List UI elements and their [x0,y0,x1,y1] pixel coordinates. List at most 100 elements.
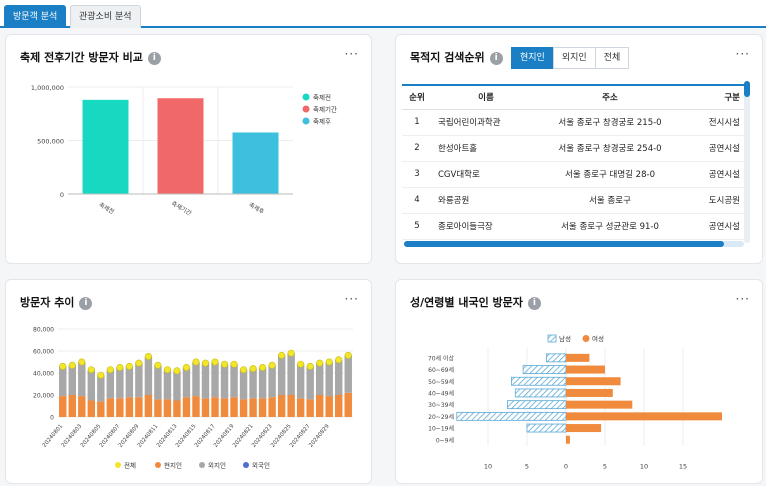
total-point [230,360,238,368]
more-options-icon[interactable]: ··· [735,292,750,306]
horizontal-scrollbar[interactable] [404,241,744,247]
bar-local [154,399,162,417]
col-header-rank[interactable]: 순위 [402,84,432,110]
y-tick-label: 50~59세 [428,378,454,386]
bar-local [173,400,181,417]
bar-nonlocal [201,363,210,399]
y-tick-label: 30~39세 [428,401,454,409]
bar-local [268,397,276,417]
table-row[interactable]: 5 종로아이들극장 서울 종로구 성균관로 91-0 공연시설 [402,213,746,240]
bar-nonlocal [144,356,153,395]
legend-swatch [243,462,249,468]
more-options-icon[interactable]: ··· [344,292,359,306]
rank-cell: 4 [402,187,432,214]
bar-local [258,398,267,417]
info-icon[interactable]: i [489,51,503,65]
legend-label: 축제기간 [313,105,337,114]
ranking-table: 순위 이름 주소 구분 1 국립어린이과학관 서울 종로구 창경궁로 215-0… [402,84,746,240]
col-header-address[interactable]: 주소 [540,84,680,110]
col-header-type[interactable]: 구분 [680,84,746,110]
bar-local [59,396,67,417]
total-point [154,361,162,369]
bar-nonlocal [325,362,333,397]
y-tick-label: 60~69세 [428,366,454,374]
x-tick-label: 5 [525,463,529,471]
type-cell: 공연시설 [680,213,746,240]
total-point [221,360,229,368]
bar-local [315,395,324,417]
bar-nonlocal [97,375,105,402]
col-header-name[interactable]: 이름 [432,84,540,110]
name-cell: 국립어린이과학관 [432,109,540,136]
info-icon[interactable]: i [147,51,161,65]
x-tick-label: 15 [679,463,687,471]
bar-local [192,396,200,417]
bar-nonlocal [173,370,181,401]
legend-label: 현지인 [164,461,182,470]
table-row[interactable]: 2 한성아트홀 서울 종로구 창경궁로 254-0 공연시설 [402,135,746,162]
bar-local [249,398,257,417]
bar-local [87,400,96,417]
address-cell: 서울 종로구 성균관로 91-0 [540,213,680,240]
bar-female [566,377,621,386]
vertical-scrollbar-thumb[interactable] [744,81,750,97]
bar-nonlocal [87,369,96,401]
card-title-row: 성/연령별 내국인 방문자 i [410,294,541,310]
bar-nonlocal [154,365,162,400]
total-point [97,371,105,379]
bar-local [135,397,143,417]
toggle-nonlocal[interactable]: 외지인 [552,47,596,69]
more-options-icon[interactable]: ··· [344,47,359,61]
more-options-icon[interactable]: ··· [735,47,750,61]
bar-female [566,388,613,397]
bar-nonlocal [106,369,115,399]
total-point [335,356,343,364]
toggle-all[interactable]: 전체 [594,47,630,69]
table-row[interactable]: 1 국립어린이과학관 서울 종로구 창경궁로 215-0 전시시설 [402,109,746,136]
y-tick-label: 1,000,000 [31,84,64,92]
legend-label: 외지인 [208,461,226,470]
rank-cell: 5 [402,213,432,240]
gender-age-chart: 10 5 0 5 10 15 70세 이상 60~69세 50~59세 40~49세 30~39세 2… [428,334,722,471]
bar-nonlocal [192,362,200,397]
rank-cell: 1 [402,109,432,136]
x-tick-label: 20240829 [308,423,331,449]
toggle-local[interactable]: 현지인 [511,47,554,69]
bar-nonlocal [306,366,314,400]
tab-visitor-analysis[interactable]: 방문객 분석 [4,5,67,28]
total-point [306,362,314,370]
tab-tourism-spending-analysis[interactable]: 관광소비 분석 [70,5,141,28]
vertical-scrollbar[interactable] [744,81,750,243]
x-tick-label: 5 [603,463,607,471]
bar-local [163,399,172,417]
legend-swatch [302,117,310,125]
address-cell: 서울 종로구 대명길 28-0 [540,161,680,188]
table-row[interactable]: 4 와룡공원 서울 종로구 도시공원 [402,187,746,214]
info-icon[interactable]: i [527,296,541,310]
total-point [106,366,114,374]
total-point [297,360,305,368]
x-tick-label: 축제기간 [170,199,194,217]
bar-local [277,395,286,417]
card-title-row: 방문자 추이 i [20,294,93,310]
bar-nonlocal [230,364,238,398]
bar-local [230,397,238,417]
bar-male [522,365,567,374]
horizontal-scrollbar-thumb[interactable] [404,241,724,247]
bar-local [78,396,86,417]
festival-comparison-card: 축제 전후기간 방문자 비교 i ··· 0 500,000 1,000,000 축제전… [5,34,372,264]
bar-local [201,398,210,417]
total-point [316,359,324,367]
y-tick-label: 70세 이상 [428,354,455,362]
x-tick-label: 축제전 [97,201,115,216]
table-row[interactable]: 3 CGV대학로 서울 종로구 대명길 28-0 공연시설 [402,161,746,188]
bar-nonlocal [268,365,276,398]
address-cell: 서울 종로구 창경궁로 254-0 [540,135,680,162]
info-icon[interactable]: i [79,296,93,310]
bar-male [511,376,567,386]
bar-nonlocal [315,363,324,395]
bar-local [239,399,248,417]
legend-label: 전체 [124,461,136,470]
type-cell: 공연시설 [680,161,746,188]
